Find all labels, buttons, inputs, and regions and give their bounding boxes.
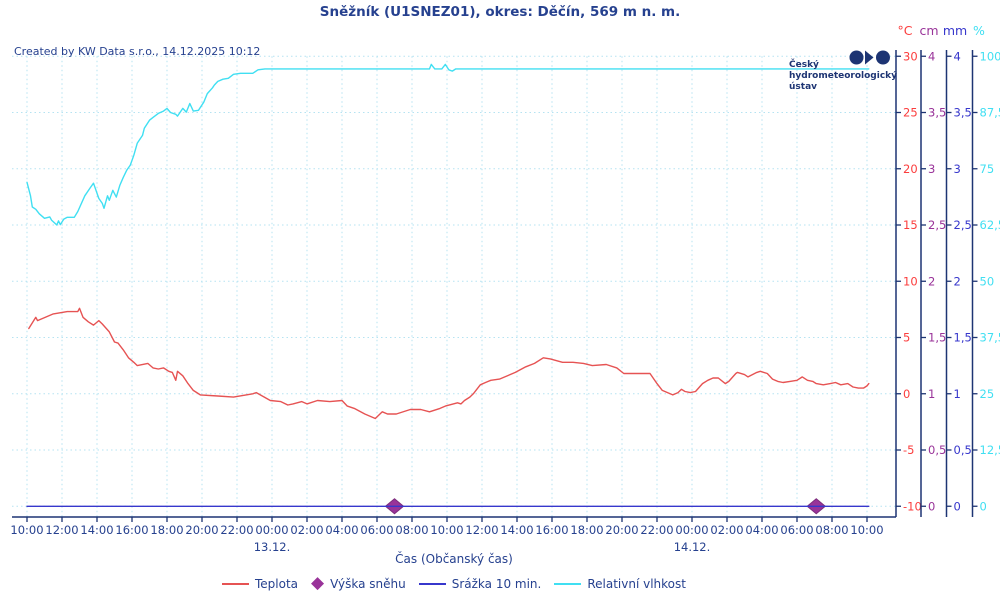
x-tick-label: 06:00 — [780, 523, 813, 537]
day-label: 13.12. — [254, 540, 291, 554]
axis-tick-label: 0,5 — [954, 443, 972, 457]
x-tick-label: 22:00 — [220, 523, 253, 537]
x-tick-label: 14:00 — [500, 523, 533, 537]
x-tick-label: 08:00 — [395, 523, 428, 537]
precip-line-swatch — [418, 582, 446, 585]
axis-tick-label: 2,5 — [954, 218, 972, 232]
axis-tick-label: 75 — [980, 162, 995, 176]
axis-tick-label: 87,5 — [980, 106, 1000, 120]
axis-tick-label: 37,5 — [980, 331, 1000, 345]
x-tick-label: 18:00 — [150, 523, 183, 537]
axis-tick-label: 30 — [903, 49, 918, 63]
x-tick-label: 16:00 — [535, 523, 568, 537]
logo-line-1: Český — [789, 60, 819, 70]
logo-line-2: hydrometeorologický — [789, 71, 898, 81]
legend-label: Výška sněhu — [330, 576, 406, 591]
axis-unit-label: % — [973, 23, 985, 38]
axis-tick-label: 10 — [903, 274, 918, 288]
legend-label: Srážka 10 min. — [451, 576, 542, 591]
axis-unit-label: cm — [919, 23, 938, 38]
x-tick-label: 12:00 — [465, 523, 498, 537]
axis-tick-label: 2,5 — [928, 218, 946, 232]
x-tick-label: 06:00 — [360, 523, 393, 537]
legend-item-vlhkost: Relativní vlhkost — [554, 577, 686, 591]
right-axis-%: % 100 87,5 75 62,5 50 37,5 25 12,5 0 — [971, 23, 1000, 517]
x-tick-label: 18:00 — [570, 523, 603, 537]
right-axis-mm: mm 4 3,5 3 2,5 2 1,5 1 0,5 0 — [943, 23, 972, 517]
legend-item-srazka: Srážka 10 min. — [418, 576, 542, 591]
right-axis-C: °C 30 25 20 15 10 5 0 -5 -10 — [895, 23, 922, 517]
x-tick-label: 00:00 — [675, 523, 708, 537]
x-tick-label: 10:00 — [10, 523, 43, 537]
legend-label: Teplota — [255, 576, 299, 591]
right-axis-cm: cm 4 3,5 3 2,5 2 1,5 1 0,5 0 — [919, 23, 946, 517]
axis-tick-label: 15 — [903, 218, 918, 232]
x-tick-label: 04:00 — [325, 523, 358, 537]
axis-tick-label: 0 — [928, 499, 935, 513]
x-tick-label: 08:00 — [815, 523, 848, 537]
axis-tick-label: 5 — [903, 331, 910, 345]
axis-tick-label: 25 — [980, 387, 995, 401]
x-tick-label: 14:00 — [80, 523, 113, 537]
legend-item-vyska-snehu: ◆ Výška sněhu — [311, 575, 406, 592]
axis-tick-label: 3 — [928, 162, 935, 176]
x-tick-label: 04:00 — [745, 523, 778, 537]
x-tick-label: 12:00 — [45, 523, 78, 537]
axis-tick-label: 2 — [928, 274, 935, 288]
axis-tick-label: 62,5 — [980, 218, 1000, 232]
axis-tick-label: 0,5 — [928, 443, 946, 457]
logo-line-3: ústav — [789, 82, 818, 92]
axis-tick-label: 50 — [980, 274, 995, 288]
axis-tick-label: 1,5 — [954, 331, 972, 345]
x-tick-label: 20:00 — [185, 523, 218, 537]
axis-unit-label: °C — [898, 23, 913, 38]
axis-tick-label: 1 — [954, 387, 961, 401]
humidity-line-swatch — [554, 582, 582, 585]
x-tick-label: 02:00 — [290, 523, 323, 537]
chmu-logo-icon — [849, 50, 890, 65]
chart-legend: Teplota ◆ Výška sněhu Srážka 10 min. Rel… — [12, 575, 896, 592]
x-axis: 10:00 12:00 14:00 16:00 18:00 20:00 22:00 00:00… — [10, 516, 896, 554]
axis-tick-label: 12,5 — [980, 443, 1000, 457]
axis-tick-label: 1,5 — [928, 331, 946, 345]
x-tick-label: 20:00 — [605, 523, 638, 537]
axis-tick-label: 3 — [954, 162, 961, 176]
axis-tick-label: 100 — [980, 49, 1000, 63]
axis-unit-label: mm — [943, 23, 967, 38]
x-axis-title: Čas (Občanský čas) — [395, 552, 513, 566]
axis-tick-label: 0 — [954, 499, 961, 513]
axis-tick-label: 25 — [903, 106, 918, 120]
legend-label: Relativní vlhkost — [587, 576, 686, 591]
x-tick-label: 22:00 — [640, 523, 673, 537]
axis-tick-label: -10 — [903, 499, 922, 513]
day-label: 14.12. — [674, 540, 711, 554]
x-tick-label: 10:00 — [430, 523, 463, 537]
x-tick-label: 00:00 — [255, 523, 288, 537]
temperature-line-swatch — [222, 582, 249, 585]
axis-tick-label: 0 — [980, 499, 987, 513]
x-tick-label: 02:00 — [710, 523, 743, 537]
x-tick-label: 16:00 — [115, 523, 148, 537]
axis-tick-label: -5 — [903, 443, 914, 457]
series-teplota — [28, 307, 870, 420]
axis-tick-label: 20 — [903, 162, 918, 176]
axis-tick-label: 2 — [954, 274, 961, 288]
created-by-note: Created by KW Data s.r.o., 14.12.2025 10… — [14, 45, 261, 58]
axis-tick-label: 3,5 — [954, 106, 972, 120]
axis-tick-label: 3,5 — [928, 106, 946, 120]
snow-diamond-swatch: ◆ — [311, 573, 325, 593]
x-tick-label: 10:00 — [850, 523, 883, 537]
legend-item-teplota: Teplota — [222, 577, 298, 591]
chart-title: Sněžník (U1SNEZ01), okres: Děčín, 569 m … — [319, 4, 681, 20]
axis-tick-label: 0 — [903, 387, 910, 401]
axis-tick-label: 1 — [928, 387, 935, 401]
series-relativn-vlhkost — [26, 63, 870, 226]
gridlines — [12, 55, 896, 517]
axis-tick-label: 4 — [954, 49, 961, 63]
chmu-logo-text: Český hydrometeorologický ústav — [789, 60, 909, 93]
axis-tick-label: 4 — [928, 49, 935, 63]
